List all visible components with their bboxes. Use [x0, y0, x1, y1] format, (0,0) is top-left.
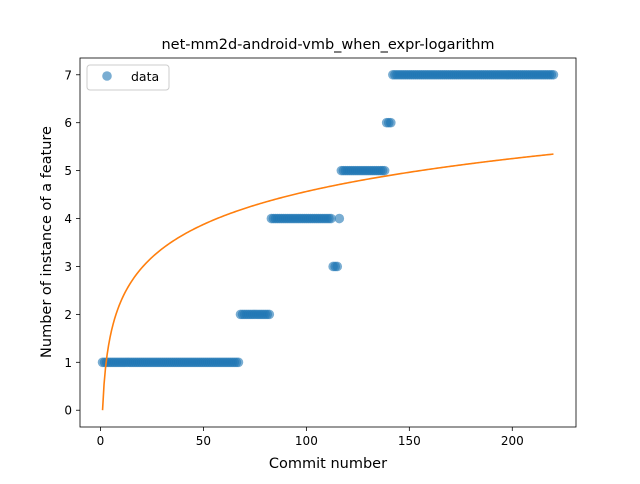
plot-background: [80, 58, 576, 427]
y-tick-label: 6: [64, 116, 72, 130]
data-points: [97, 69, 559, 368]
y-tick-label: 2: [64, 308, 72, 322]
x-tick-label: 50: [196, 434, 211, 448]
x-tick-label: 200: [501, 434, 524, 448]
data-point: [548, 69, 559, 80]
y-axis: 0 1 2 3 4 5 6 7: [64, 68, 80, 418]
y-tick-label: 7: [64, 68, 72, 82]
y-tick-label: 0: [64, 404, 72, 418]
data-point: [379, 165, 390, 176]
x-axis-label: Commit number: [269, 456, 387, 472]
plot-frame: [79, 57, 577, 428]
plot-area: [79, 57, 577, 428]
legend: data: [86, 64, 170, 91]
data-point: [233, 357, 244, 368]
legend-marker: [102, 71, 112, 81]
chart-title: net-mm2d-android-vmb_when_expr-logarithm: [161, 37, 494, 53]
y-tick-label: 1: [64, 356, 72, 370]
fit-curve-line: [101, 153, 554, 411]
x-tick-label: 100: [295, 434, 318, 448]
y-tick-label: 4: [64, 212, 72, 226]
data-point: [332, 261, 343, 272]
x-axis: 0 50 100 150 200: [97, 427, 524, 448]
y-tick-label: 3: [64, 260, 72, 274]
y-axis-label: Number of instance of a feature: [39, 126, 55, 358]
legend-label: data: [131, 69, 159, 84]
data-point: [386, 117, 396, 128]
y-tick-label: 5: [64, 164, 72, 178]
x-tick-label: 0: [97, 434, 105, 448]
data-point: [334, 213, 345, 224]
data-point: [326, 213, 336, 224]
x-tick-label: 150: [398, 434, 421, 448]
data-point: [264, 309, 275, 320]
